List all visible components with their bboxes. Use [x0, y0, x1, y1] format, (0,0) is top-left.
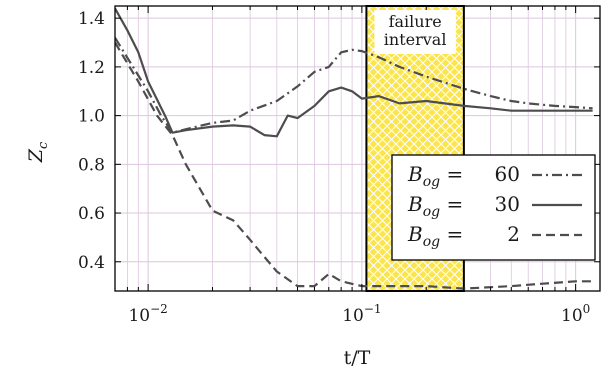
legend-label: Bog =	[407, 192, 463, 220]
failure-interval-label-line: interval	[384, 30, 447, 49]
series-line	[115, 7, 593, 138]
legend-label: Bog =	[407, 162, 463, 190]
failure-interval-label-line: failure	[389, 12, 442, 31]
y-tick-label: 1.2	[78, 58, 105, 78]
failure-interval-label-bg	[374, 10, 456, 54]
series-line	[115, 41, 593, 290]
legend-value: 30	[495, 192, 520, 216]
legend-value: 2	[507, 222, 520, 246]
legend: Bog = 60 Bog = 30 Bog = 2	[391, 154, 596, 261]
legend-box	[391, 154, 596, 261]
y-tick-label: 1.4	[78, 9, 105, 29]
y-tick-label: 1.0	[78, 107, 105, 127]
y-tick-label: 0.4	[78, 253, 105, 273]
x-axis-label: t/T	[344, 347, 371, 369]
legend-value: 60	[495, 162, 520, 186]
legend-label: Bog =	[407, 222, 463, 250]
y-tick-label: 0.8	[78, 155, 105, 175]
y-axis-label: Zc	[25, 141, 51, 163]
series-lines	[115, 7, 593, 290]
series-line	[115, 37, 593, 134]
x-tick-label: 10−1	[342, 302, 381, 326]
y-tick-label: 0.6	[78, 204, 105, 224]
x-tick-label: 100	[561, 302, 590, 326]
plot-frame	[114, 5, 601, 292]
x-tick-label: 10−2	[128, 302, 167, 326]
